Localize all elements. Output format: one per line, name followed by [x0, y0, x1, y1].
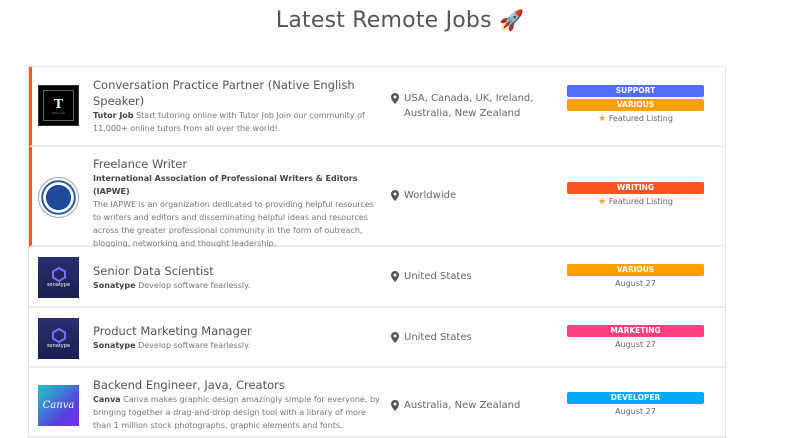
logo-caption: Tutor Job [51, 110, 66, 115]
tag-badge[interactable]: VARIOUS [567, 99, 704, 111]
company-logo-iapwe [38, 177, 79, 218]
description-text: Develop software fearlessly. [138, 341, 251, 350]
description-text: The IAPWE is an organization dedicated t… [93, 200, 374, 248]
company-logo-tutor-job: T Tutor Job [38, 85, 79, 126]
description-text: Develop software fearlessly. [138, 281, 251, 290]
tag-badge[interactable]: VARIOUS [567, 264, 704, 276]
job-row[interactable]: T Tutor Job Conversation Practice Partne… [29, 67, 725, 147]
logo-text: sonatype [46, 343, 71, 349]
job-row[interactable]: sonatype Senior Data Scientist Sonatype … [29, 247, 725, 308]
star-icon: ★ [598, 114, 607, 124]
job-tags: SUPPORT VARIOUS ★ Featured Listing [567, 85, 704, 125]
logo-letter: T [54, 96, 63, 111]
job-title[interactable]: Backend Engineer, Java, Creators [93, 378, 285, 392]
job-description: International Association of Professiona… [93, 172, 383, 250]
company-name: Sonatype [93, 341, 136, 350]
job-title[interactable]: Senior Data Scientist [93, 264, 214, 278]
map-pin-icon [391, 400, 399, 411]
job-description: Sonatype Develop software fearlessly. [93, 279, 383, 292]
page-title: Latest Remote Jobs 🚀 [0, 8, 800, 33]
hexagon-icon [51, 267, 66, 282]
job-title[interactable]: Product Marketing Manager [93, 324, 252, 338]
company-logo-sonatype: sonatype [38, 318, 79, 359]
tag-badge[interactable]: DEVELOPER [567, 392, 704, 404]
featured-text: Featured Listing [608, 197, 673, 206]
map-pin-icon [391, 93, 399, 104]
job-location: United States [391, 330, 541, 345]
map-pin-icon [391, 332, 399, 343]
company-name: Tutor Job [93, 111, 134, 120]
job-tags: WRITING ★ Featured Listing [567, 182, 704, 208]
location-text: United States [404, 271, 472, 282]
page-title-text: Latest Remote Jobs [275, 8, 492, 33]
job-tags: MARKETING August 27 [567, 325, 704, 351]
job-description: Canva Canva makes graphic design amazing… [93, 393, 383, 432]
description-text: Canva makes graphic design amazingly sim… [93, 395, 380, 430]
posted-date: August 27 [615, 340, 656, 349]
featured-text: Featured Listing [608, 114, 673, 123]
job-location: USA, Canada, UK, Ireland, Australia, New… [391, 91, 541, 121]
job-description: Tutor Job Start tutoring online with Tut… [93, 109, 383, 135]
rocket-icon: 🚀 [498, 8, 525, 32]
job-title[interactable]: Conversation Practice Partner (Native En… [93, 78, 355, 108]
job-location: Australia, New Zealand [391, 398, 541, 413]
logo-text: Canva [42, 400, 75, 411]
location-text: Worldwide [404, 190, 457, 201]
job-tags: VARIOUS August 27 [567, 264, 704, 290]
job-location: Worldwide [391, 188, 541, 203]
map-pin-icon [391, 190, 399, 201]
job-row[interactable]: sonatype Product Marketing Manager Sonat… [29, 308, 725, 368]
tag-badge[interactable]: WRITING [567, 182, 704, 194]
tag-badge[interactable]: MARKETING [567, 325, 704, 337]
posted-date: August 27 [615, 279, 656, 288]
job-tags: DEVELOPER August 27 [567, 392, 704, 418]
job-location: United States [391, 269, 541, 284]
job-list: T Tutor Job Conversation Practice Partne… [28, 66, 726, 438]
featured-listing: ★ Featured Listing [567, 196, 704, 208]
job-title[interactable]: Freelance Writer [93, 157, 188, 171]
tag-badge[interactable]: SUPPORT [567, 85, 704, 97]
job-row[interactable]: Freelance Writer International Associati… [29, 147, 725, 250]
star-icon: ★ [598, 197, 607, 207]
job-description: Sonatype Develop software fearlessly. [93, 339, 383, 352]
location-text: United States [404, 332, 472, 343]
company-logo-sonatype: sonatype [38, 257, 79, 298]
location-text: USA, Canada, UK, Ireland, Australia, New… [404, 93, 534, 119]
company-name: Canva [93, 395, 121, 404]
featured-listing: ★ Featured Listing [567, 113, 704, 125]
company-logo-canva: Canva [38, 385, 79, 426]
company-name: International Association of Professiona… [93, 174, 358, 196]
logo-text: sonatype [46, 282, 71, 288]
location-text: Australia, New Zealand [404, 400, 521, 411]
company-name: Sonatype [93, 281, 136, 290]
hexagon-icon [51, 328, 66, 343]
posted-date: August 27 [615, 407, 656, 416]
description-text: Start tutoring online with Tutor Job Joi… [93, 111, 365, 133]
job-row[interactable]: Canva Backend Engineer, Java, Creators C… [29, 368, 725, 438]
map-pin-icon [391, 271, 399, 282]
